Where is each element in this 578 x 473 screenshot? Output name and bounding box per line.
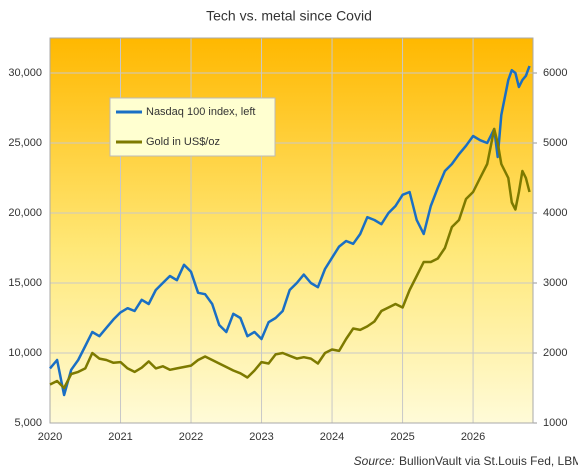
plot-border: [49, 37, 534, 424]
y-tick-label: 5,000: [14, 417, 42, 429]
series-line: [49, 65, 531, 397]
series-line: [49, 127, 531, 390]
legend-label: Gold in US$/oz: [146, 136, 220, 148]
chart-title: Tech vs. metal since Covid: [206, 8, 372, 24]
y-tick-label: 20,000: [8, 207, 42, 219]
y-tick-label: 15,000: [8, 277, 42, 289]
x-tick-label: 2026: [461, 431, 485, 443]
x-tick-label: 2024: [320, 431, 344, 443]
source-label: Source:: [354, 454, 395, 468]
x-tick-label: 2022: [179, 431, 203, 443]
y2-tick-label: 3000: [543, 277, 567, 289]
x-tick-label: 2025: [390, 431, 414, 443]
y2-tick-label: 6000: [543, 67, 567, 79]
x-tick-label: 2021: [108, 431, 132, 443]
y2-tick-label: 1000: [543, 417, 567, 429]
y-tick-label: 30,000: [8, 67, 42, 79]
source: BullionVault via St.Louis Fed, LBMA, wee…: [399, 454, 578, 468]
y2-tick-label: 4000: [543, 207, 567, 219]
legend-label: Nasdaq 100 index, left: [146, 106, 255, 118]
y-tick-label: 10,000: [8, 347, 42, 359]
y2-tick-label: 2000: [543, 347, 567, 359]
y2-tick-label: 5000: [543, 137, 567, 149]
x-tick-label: 2020: [38, 431, 62, 443]
x-tick-label: 2023: [249, 431, 273, 443]
y-tick-label: 25,000: [8, 137, 42, 149]
legend-box: [109, 97, 276, 157]
